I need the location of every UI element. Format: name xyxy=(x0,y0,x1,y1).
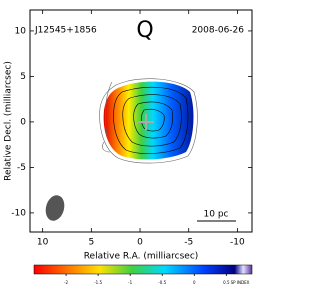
colorbar xyxy=(33,264,253,275)
y-tick-label: 0 xyxy=(20,117,26,127)
colorbar-tick-label: -1.5 xyxy=(94,280,102,285)
colorbar-tick-label: 0 xyxy=(193,280,196,285)
chart-title: Q xyxy=(136,18,153,43)
x-tick-label: -10 xyxy=(230,238,245,248)
x-axis-label: Relative R.A. (milliarcsec) xyxy=(84,252,199,262)
x-tick-label: 10 xyxy=(37,238,49,248)
y-tick-label: -5 xyxy=(17,163,26,173)
y-tick-label: 5 xyxy=(20,72,26,82)
y-tick-label: -10 xyxy=(11,208,26,218)
source-name: J12545+1856 xyxy=(34,26,97,36)
colorbar-tick-label: -2 xyxy=(64,280,68,285)
chart: 10 pc J12545+1856 Q 2008-06-26 Relative … xyxy=(4,9,253,285)
source-image xyxy=(99,78,198,164)
colorbar-tick-label: 0.5 xyxy=(223,280,230,285)
scale-bar-label: 10 pc xyxy=(204,210,229,220)
y-tick-label: 10 xyxy=(15,26,27,36)
colorbar-tick-label: -1 xyxy=(128,280,132,285)
colorbar-tick-label: -0.5 xyxy=(158,280,166,285)
x-tick-label: -5 xyxy=(184,238,193,248)
x-tick-label: 0 xyxy=(137,238,143,248)
beam xyxy=(45,195,65,221)
x-tick-label: 5 xyxy=(88,238,94,248)
colorbar-label: SP INDEX xyxy=(231,280,250,285)
date: 2008-06-26 xyxy=(192,26,245,36)
y-axis-label: Relative Decl. (milliarcsec) xyxy=(4,61,14,181)
